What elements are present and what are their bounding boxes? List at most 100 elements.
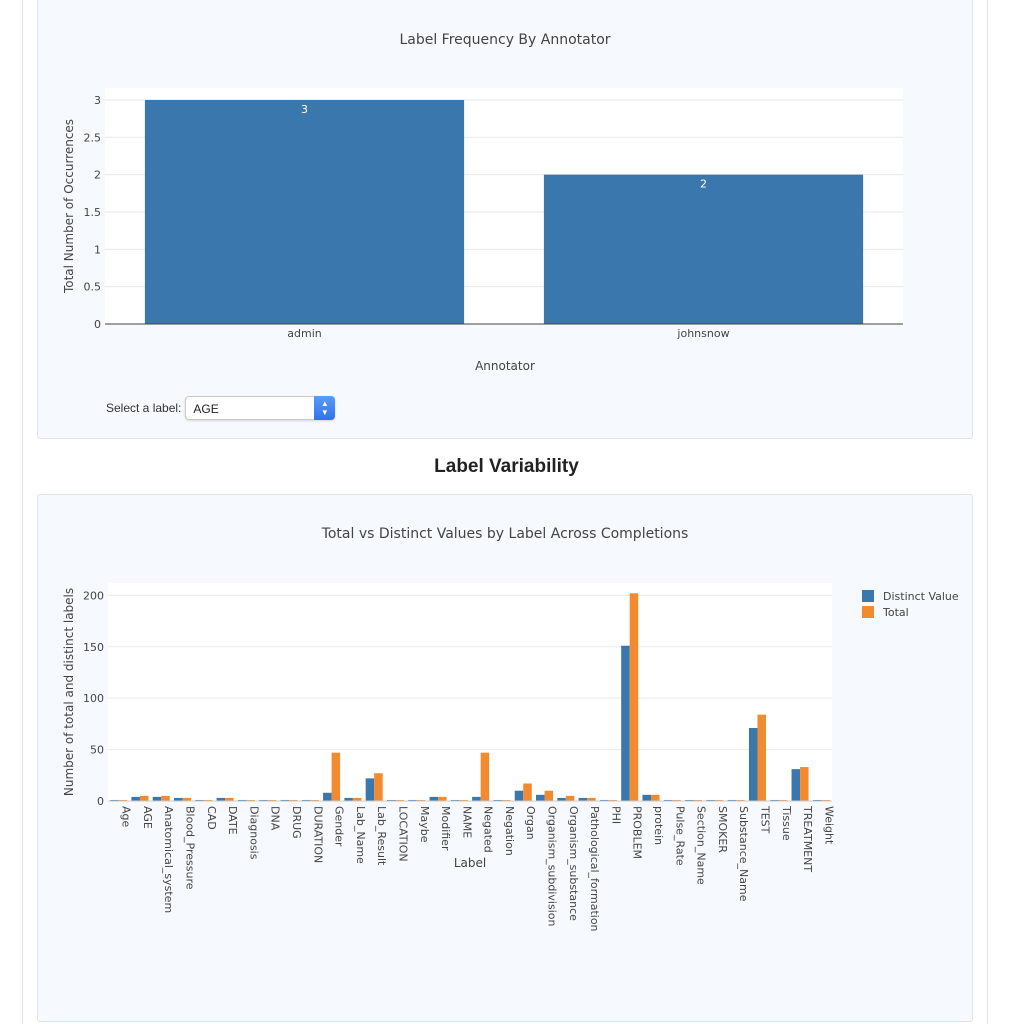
x-tick-label: DURATION: [311, 806, 324, 863]
y-tick-label: 50: [90, 744, 104, 757]
bar-distinct-PROBLEM: [621, 645, 630, 801]
bar-distinct-Negated: [472, 796, 481, 801]
x-tick-label: Weight: [822, 806, 835, 845]
y-tick-label: 150: [83, 641, 104, 654]
x-tick-label: NAME: [460, 806, 473, 838]
label-select[interactable]: AGE ▲ ▼: [185, 396, 336, 420]
bar-total-Negated: [480, 752, 490, 801]
x-tick-label: protein: [652, 806, 665, 845]
bar-total-DNA: [267, 799, 277, 801]
data-label: 2: [700, 178, 707, 191]
x-tick-label: Lab_Name: [354, 806, 367, 864]
bar-total-Lab_Name: [352, 797, 362, 801]
bar-johnsnow: [543, 174, 864, 324]
legend-label: Total: [882, 606, 909, 619]
label-select-label: Select a label:: [106, 401, 182, 415]
bar-total-CAD: [203, 799, 213, 801]
bar-total-Pathological_formation: [587, 797, 596, 801]
bar-distinct-Substance_Name: [727, 799, 737, 801]
bar-total-Lab_Result: [374, 773, 383, 801]
x-tick-label: Negated: [482, 806, 495, 853]
x-axis-title: Annotator: [475, 359, 535, 373]
x-tick-label: Age: [120, 806, 133, 828]
bar-distinct-Organism_subdivision: [536, 794, 545, 801]
x-tick-label: PROBLEM: [631, 806, 644, 859]
y-tick-label: 1: [94, 243, 101, 256]
bar-total-protein: [651, 794, 660, 801]
y-axis-title: Number of total and distinct labels: [62, 588, 76, 796]
bar-total-AGE: [139, 795, 149, 801]
section-heading: Label Variability: [434, 456, 579, 477]
bar-distinct-Lab_Name: [344, 797, 353, 801]
x-tick-label: Gender: [333, 806, 346, 847]
bar-distinct-LOCATION: [386, 799, 396, 801]
bar-total-Modifier: [438, 796, 447, 801]
bar-total-Tissue: [778, 799, 788, 801]
x-tick-label: Lab_Result: [375, 806, 388, 866]
bar-total-DATE: [225, 797, 234, 801]
x-tick-label: Anatomical_system: [162, 806, 175, 913]
x-tick-label: DRUG: [290, 806, 303, 839]
bar-distinct-NAME: [450, 799, 460, 801]
bar-distinct-DNA: [259, 799, 268, 801]
x-tick-label: Section_Name: [695, 806, 708, 885]
bar-distinct-Organ: [514, 790, 524, 801]
x-tick-label: Modifier: [439, 806, 452, 851]
bar-distinct-Age: [110, 799, 119, 801]
x-tick-label: Negation: [503, 806, 516, 856]
x-tick-label: Pulse_Rate: [673, 806, 686, 866]
bar-distinct-Blood_Pressure: [174, 797, 183, 801]
bar-total-TEST: [757, 714, 766, 801]
x-tick-label: AGE: [141, 806, 154, 829]
bar-distinct-TREATMENT: [791, 769, 801, 801]
bar-distinct-Pulse_Rate: [663, 799, 673, 801]
bar-total-Substance_Name: [736, 799, 745, 801]
bar-total-Anatomical_system: [161, 795, 170, 801]
x-tick-label: Maybe: [418, 806, 431, 843]
x-tick-label: DATE: [226, 806, 239, 835]
chart-title: Label Frequency By Annotator: [399, 32, 610, 48]
bar-distinct-Weight: [812, 799, 822, 801]
label-select-value: AGE: [193, 402, 219, 416]
bar-total-Section_Name: [693, 799, 703, 801]
bar-distinct-Anatomical_system: [152, 796, 162, 801]
bar-distinct-Diagnosis: [237, 799, 247, 801]
x-tick-label: johnsnow: [676, 327, 729, 340]
bar-total-TREATMENT: [800, 767, 809, 801]
bar-total-LOCATION: [395, 799, 404, 801]
bar-total-Organism_subdivision: [544, 790, 554, 801]
legend-swatch: [862, 590, 874, 602]
bar-total-DURATION: [310, 799, 319, 801]
y-tick-label: 3: [94, 94, 101, 107]
bar-total-Maybe: [416, 799, 426, 801]
y-tick-label: 0.5: [84, 281, 102, 294]
bar-distinct-Negation: [493, 799, 502, 801]
x-tick-label: SMOKER: [716, 806, 729, 853]
x-tick-label: CAD: [205, 806, 218, 830]
bar-total-Weight: [821, 799, 830, 801]
label-select-group: Select a label: AGE ▲ ▼: [106, 396, 336, 420]
bar-distinct-SMOKER: [706, 799, 715, 801]
x-tick-label: TEST: [758, 805, 771, 834]
bar-total-Gender: [331, 752, 341, 801]
bar-distinct-DURATION: [301, 799, 311, 801]
bar-distinct-Tissue: [770, 799, 779, 801]
chevron-up-down-icon: ▲ ▼: [314, 396, 336, 420]
x-tick-label: Blood_Pressure: [184, 806, 197, 890]
bar-distinct-Modifier: [429, 796, 439, 801]
bar-distinct-Lab_Result: [365, 778, 375, 801]
y-tick-label: 200: [83, 589, 104, 602]
y-tick-label: 0: [94, 318, 101, 331]
page-frame: [22, 0, 988, 1024]
y-tick-label: 0: [97, 795, 104, 808]
y-tick-label: 100: [83, 692, 104, 705]
bar-distinct-DRUG: [280, 799, 289, 801]
bar-distinct-CAD: [195, 799, 204, 801]
bar-distinct-Pathological_formation: [578, 797, 588, 801]
x-tick-label: Pathological_formation: [588, 806, 601, 932]
legend-swatch: [862, 606, 874, 618]
bar-distinct-Section_Name: [685, 799, 694, 801]
legend-label: Distinct Value: [883, 590, 959, 603]
bar-total-Negation: [501, 799, 511, 801]
bar-total-PROBLEM: [629, 593, 639, 801]
